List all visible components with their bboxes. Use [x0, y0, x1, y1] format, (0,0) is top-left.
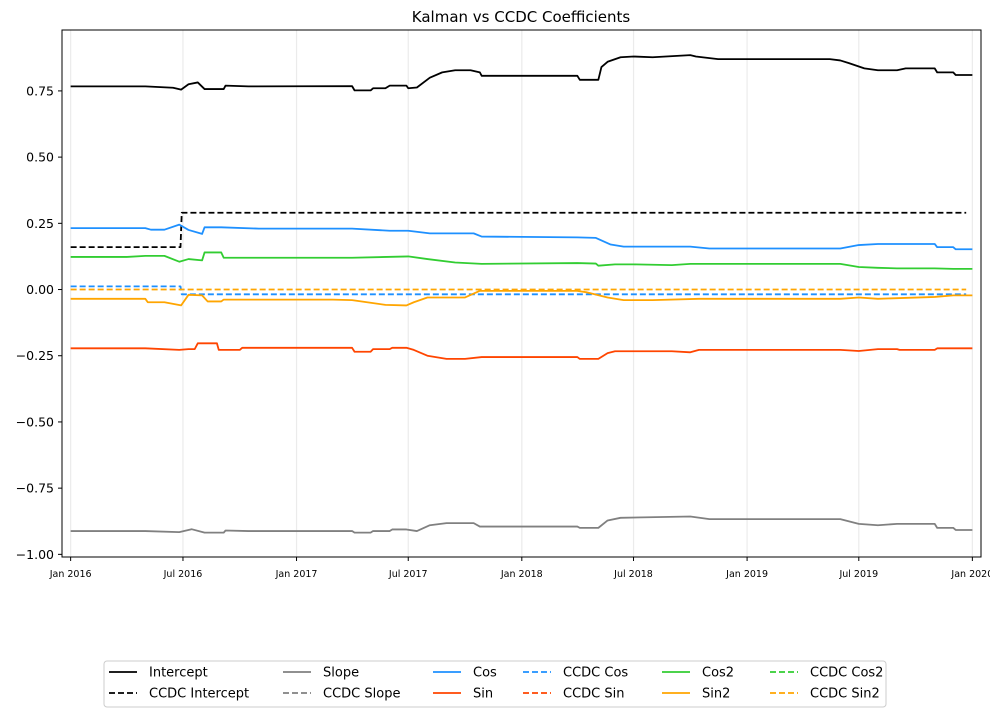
- legend-label-cos: Cos: [473, 666, 497, 681]
- x-tick-label: Jan 2017: [275, 569, 318, 580]
- y-tick-label: 0.00: [26, 282, 54, 297]
- legend-label-cos2: Cos2: [702, 666, 734, 681]
- y-tick-label: −1.00: [16, 547, 54, 562]
- x-tick-label: Jul 2017: [388, 569, 428, 580]
- legend-label-intercept: Intercept: [149, 666, 208, 681]
- chart-title: Kalman vs CCDC Coefficients: [412, 8, 631, 26]
- y-tick-label: 0.75: [26, 83, 54, 98]
- x-tick-label: Jan 2020: [950, 569, 990, 580]
- y-tick-label: 0.50: [26, 150, 54, 165]
- x-axis: Jan 2016 Jul 2016 Jan 2017 Jul 2017 Jan 2018…: [49, 557, 990, 580]
- y-tick-label: −0.25: [16, 348, 54, 363]
- series-lines: [70, 54, 973, 534]
- y-tick-label: −0.75: [16, 481, 54, 496]
- legend-label-ccdc-cos: CCDC Cos: [563, 666, 628, 681]
- series-line-sin2: [70, 289, 973, 307]
- legend-label-sin2: Sin2: [702, 687, 730, 702]
- legend-label-ccdc-sin2: CCDC Sin2: [810, 687, 880, 702]
- x-tick-label: Jul 2016: [163, 569, 203, 580]
- x-gridlines: [70, 30, 973, 557]
- x-tick-label: Jul 2018: [613, 569, 653, 580]
- legend-label-ccdc-sin: CCDC Sin: [563, 687, 624, 702]
- series-line-sin: [70, 342, 973, 360]
- legend: Intercept CCDC Intercept Slope CCDC Slope Co…: [103, 660, 887, 708]
- y-tick-label: −0.50: [16, 414, 54, 429]
- series-line-cos: [70, 223, 973, 251]
- x-tick-label: Jan 2016: [49, 569, 92, 580]
- y-axis: 0.75 0.50 0.25 0.00 −0.25 −0.50 −0.75 −1.00: [16, 83, 62, 562]
- x-tick-label: Jan 2019: [725, 569, 768, 580]
- series-line-cos2: [70, 251, 973, 270]
- legend-label-ccdc-slope: CCDC Slope: [323, 687, 400, 702]
- series-line-intercept: [70, 54, 973, 92]
- x-tick-label: Jan 2018: [500, 569, 543, 580]
- series-line-slope: [70, 515, 973, 534]
- legend-label-ccdc-intercept: CCDC Intercept: [149, 687, 249, 702]
- legend-label-slope: Slope: [323, 666, 359, 681]
- legend-label-sin: Sin: [473, 687, 493, 702]
- x-tick-label: Jul 2019: [838, 569, 878, 580]
- y-tick-label: 0.25: [26, 216, 54, 231]
- legend-label-ccdc-cos2: CCDC Cos2: [810, 666, 883, 681]
- series-line-ccdc-intercept: [70, 211, 967, 249]
